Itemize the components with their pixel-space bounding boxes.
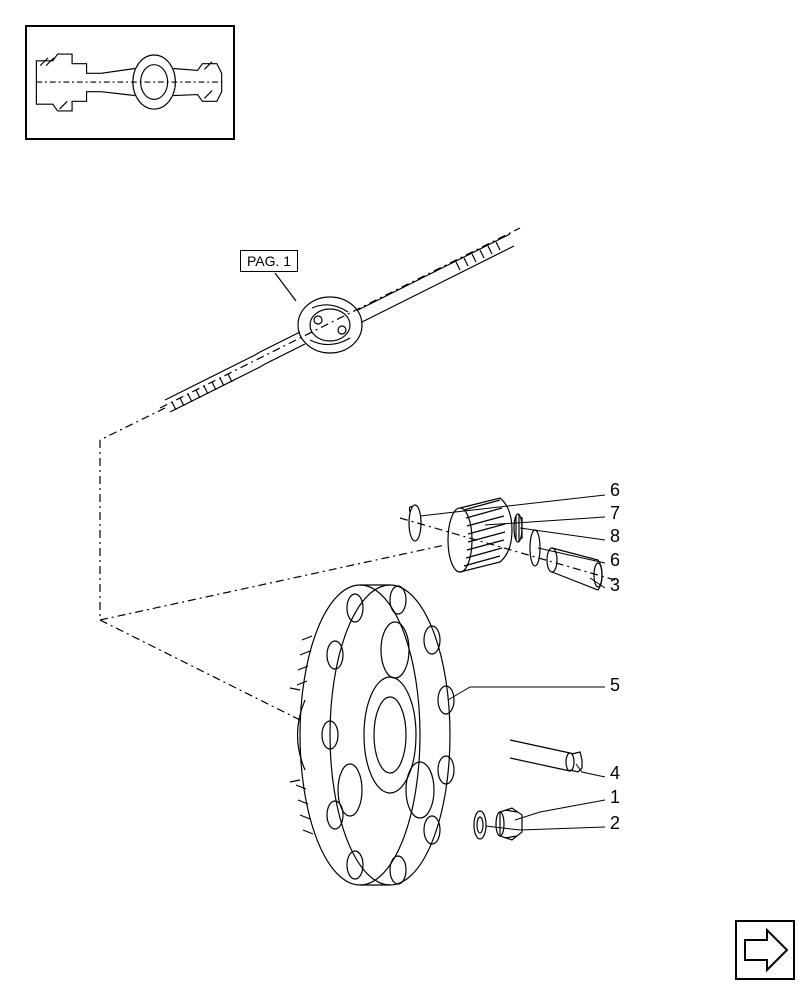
callout-6a: 6: [610, 480, 620, 501]
exploded-view-diagram: [0, 0, 812, 1000]
callout-4: 4: [610, 763, 620, 784]
bolt: [510, 740, 582, 772]
plug-and-washer: [474, 808, 522, 840]
callout-8: 8: [610, 526, 620, 547]
planet-gear-group: [400, 498, 615, 590]
callout-5: 5: [610, 675, 620, 696]
next-page-icon[interactable]: [735, 920, 795, 980]
callout-7: 7: [610, 503, 620, 524]
callout-2: 2: [610, 813, 620, 834]
callout-3: 3: [610, 575, 620, 596]
drive-shaft-assembly: [160, 228, 520, 412]
callout-6b: 6: [610, 550, 620, 571]
arrow-right-icon: [737, 922, 793, 978]
planet-carrier: [290, 585, 454, 885]
callout-1: 1: [610, 787, 620, 808]
